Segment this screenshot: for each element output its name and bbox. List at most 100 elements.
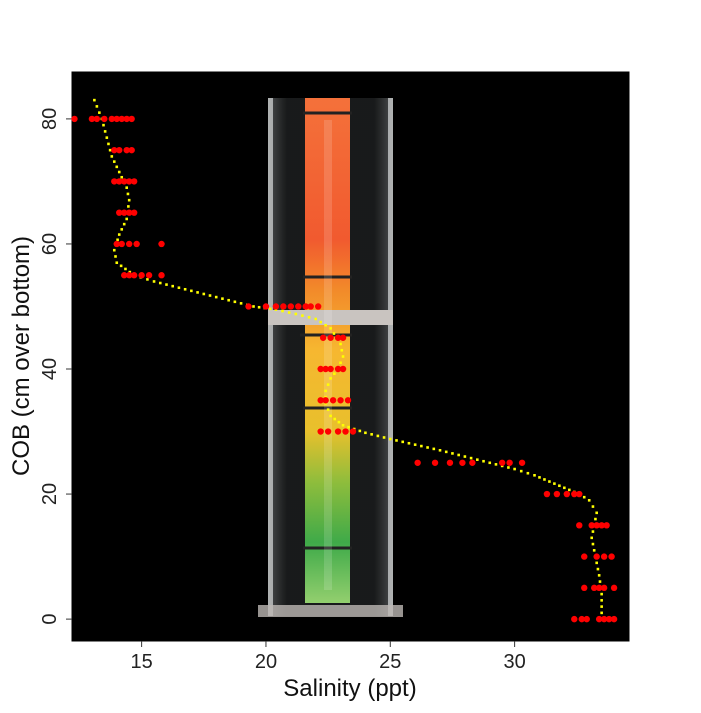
profile-dot xyxy=(595,561,598,565)
profile-dot xyxy=(340,348,344,352)
profile-dot xyxy=(600,605,603,608)
profile-dot xyxy=(158,281,162,285)
profile-dot xyxy=(595,511,598,515)
measurement-point xyxy=(272,303,280,310)
profile-dot xyxy=(287,311,291,314)
profile-dot xyxy=(294,312,298,316)
measurement-point xyxy=(116,178,123,185)
profile-dot xyxy=(341,355,345,358)
measurement-point xyxy=(121,178,128,185)
measurement-point xyxy=(88,115,96,123)
measurement-point xyxy=(158,272,165,279)
measurement-point xyxy=(339,365,347,373)
profile-dot xyxy=(196,291,199,294)
profile-dot xyxy=(93,98,96,102)
profile-dot xyxy=(324,389,327,393)
profile-dot xyxy=(526,471,530,475)
profile-dot xyxy=(426,446,429,449)
profile-dot xyxy=(257,305,261,309)
y-tick-label: 60 xyxy=(39,233,61,255)
measurement-point xyxy=(108,115,115,123)
tube-clamp xyxy=(268,310,393,325)
profile-dot xyxy=(190,289,193,293)
measurement-point xyxy=(571,490,578,498)
measurement-point xyxy=(322,397,329,404)
profile-dot xyxy=(108,148,112,152)
profile-dot xyxy=(543,478,546,481)
profile-dot xyxy=(105,136,109,139)
profile-dot xyxy=(114,255,117,258)
measurement-point xyxy=(71,115,78,123)
y-tick-label: 80 xyxy=(39,108,61,130)
measurement-point xyxy=(414,459,421,466)
profile-dot xyxy=(107,142,110,146)
measurement-point xyxy=(593,522,600,529)
profile-dot xyxy=(463,455,467,458)
profile-dot xyxy=(117,233,121,236)
measurement-point xyxy=(130,209,138,216)
profile-dot xyxy=(407,441,411,445)
profile-dot xyxy=(269,307,272,311)
profile-dot xyxy=(341,423,345,427)
profile-dot xyxy=(482,459,485,463)
measurement-point xyxy=(349,428,357,435)
measurement-point xyxy=(116,209,123,216)
measurement-point xyxy=(446,459,454,466)
x-tick-label: 30 xyxy=(503,651,525,673)
measurement-point xyxy=(600,553,608,560)
profile-dot xyxy=(332,332,336,335)
profile-dot xyxy=(208,294,212,297)
measurement-point xyxy=(123,115,130,123)
measurement-point xyxy=(344,397,352,404)
measurement-point xyxy=(314,303,322,310)
profile-dot xyxy=(324,323,327,327)
profile-dot xyxy=(553,482,556,485)
profile-dot xyxy=(597,574,601,577)
x-tick-label: 20 xyxy=(255,651,277,673)
measurement-point xyxy=(334,365,342,373)
measurement-point xyxy=(342,428,349,435)
measurement-point xyxy=(280,303,287,310)
measurement-point xyxy=(317,428,324,435)
profile-dot xyxy=(469,456,473,460)
measurement-point xyxy=(111,178,118,185)
profile-dot xyxy=(115,261,119,265)
profile-dot xyxy=(126,192,130,196)
measurement-point xyxy=(576,522,583,529)
measurement-point xyxy=(595,615,603,623)
profile-dot xyxy=(239,302,243,305)
measurement-point xyxy=(576,490,583,498)
measurement-point xyxy=(128,115,135,123)
profile-dot xyxy=(110,155,114,158)
measurement-point xyxy=(125,240,133,248)
profile-dot xyxy=(358,429,362,433)
measurement-point xyxy=(583,615,590,623)
measurement-point xyxy=(543,490,551,498)
profile-dot xyxy=(401,440,405,444)
measurement-point xyxy=(138,272,145,279)
profile-dot xyxy=(177,286,181,290)
profile-dot xyxy=(513,467,516,471)
measurement-point xyxy=(101,115,108,123)
measurement-point xyxy=(595,584,603,592)
tube-photo xyxy=(258,98,403,617)
profile-dot xyxy=(598,580,602,583)
profile-dot xyxy=(333,372,336,375)
profile-dot xyxy=(307,316,311,319)
measurement-point xyxy=(588,522,595,529)
profile-dot xyxy=(115,165,119,169)
profile-dot xyxy=(116,238,119,242)
profile-dot xyxy=(596,567,600,571)
profile-dot xyxy=(221,297,224,300)
measurement-point xyxy=(334,334,342,341)
measurement-point xyxy=(317,397,324,404)
axes xyxy=(71,71,630,642)
measurement-point xyxy=(506,459,513,466)
tube-highlight xyxy=(324,120,332,590)
measurement-point xyxy=(302,303,309,310)
measurement-point xyxy=(339,334,347,341)
profile-dot xyxy=(558,484,561,488)
profile-dot xyxy=(146,278,149,281)
profile-dot xyxy=(591,542,595,546)
